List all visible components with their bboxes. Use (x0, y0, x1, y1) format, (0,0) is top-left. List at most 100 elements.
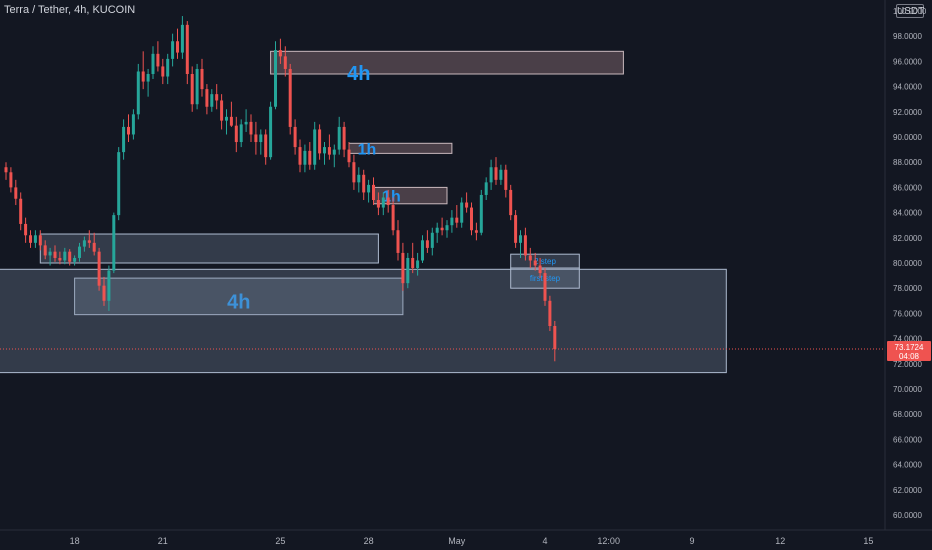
candle[interactable] (176, 28, 179, 59)
candle[interactable] (288, 63, 292, 135)
candle[interactable] (29, 230, 32, 248)
candle[interactable] (274, 41, 277, 110)
candle[interactable] (107, 265, 111, 311)
candle[interactable] (136, 63, 140, 120)
candle[interactable] (509, 184, 513, 221)
annotation-zone[interactable] (39, 233, 379, 264)
candle[interactable] (244, 109, 248, 132)
candle[interactable] (332, 144, 336, 168)
candle[interactable] (171, 33, 175, 67)
candle[interactable] (63, 247, 67, 265)
candle[interactable] (533, 252, 537, 271)
candle[interactable] (78, 242, 81, 262)
candle[interactable] (166, 53, 170, 85)
candle[interactable] (24, 217, 28, 243)
candle[interactable] (298, 139, 302, 173)
candle[interactable] (450, 210, 454, 233)
candle[interactable] (9, 167, 13, 193)
candle[interactable] (97, 247, 101, 291)
candle[interactable] (528, 247, 532, 269)
candle[interactable] (82, 236, 86, 252)
candle[interactable] (342, 121, 346, 158)
candle[interactable] (229, 101, 233, 127)
candle[interactable] (308, 142, 312, 170)
candle[interactable] (430, 227, 434, 256)
candle[interactable] (38, 230, 42, 251)
candle[interactable] (102, 276, 106, 306)
candle[interactable] (43, 240, 47, 260)
candle[interactable] (367, 179, 371, 203)
candle[interactable] (553, 320, 557, 362)
candle[interactable] (205, 84, 209, 115)
candle[interactable] (362, 169, 366, 200)
candle[interactable] (523, 227, 527, 261)
candle[interactable] (543, 268, 547, 306)
candle[interactable] (494, 157, 498, 185)
candle[interactable] (440, 217, 444, 236)
candle[interactable] (484, 177, 488, 200)
candle[interactable] (406, 252, 410, 289)
candle[interactable] (391, 197, 395, 236)
candle[interactable] (474, 222, 478, 241)
candle[interactable] (73, 255, 77, 266)
candle[interactable] (112, 212, 116, 274)
candle[interactable] (117, 147, 121, 221)
candle[interactable] (479, 189, 483, 236)
candle[interactable] (249, 114, 253, 143)
candle[interactable] (514, 210, 518, 248)
candle[interactable] (234, 116, 238, 153)
candle[interactable] (92, 232, 96, 256)
candle[interactable] (538, 257, 542, 279)
candle[interactable] (489, 159, 493, 190)
candle[interactable] (278, 38, 282, 64)
candle[interactable] (58, 251, 62, 265)
candle[interactable] (141, 51, 145, 90)
candle[interactable] (259, 129, 263, 155)
candle[interactable] (185, 21, 189, 85)
candle[interactable] (504, 164, 508, 198)
candle[interactable] (87, 230, 91, 248)
annotation-zone[interactable] (74, 277, 404, 316)
candle[interactable] (146, 68, 150, 97)
annotation-zone[interactable] (270, 50, 624, 75)
candle[interactable] (156, 41, 160, 72)
candle[interactable] (323, 142, 326, 165)
candle[interactable] (161, 58, 165, 85)
candle[interactable] (548, 295, 552, 332)
candle[interactable] (425, 230, 429, 253)
annotation-zone[interactable] (0, 268, 727, 374)
candle[interactable] (53, 245, 57, 262)
candle[interactable] (127, 114, 130, 143)
candle[interactable] (376, 192, 380, 216)
candle[interactable] (48, 247, 52, 266)
candle[interactable] (151, 46, 155, 80)
candle[interactable] (33, 230, 37, 248)
candle[interactable] (220, 94, 224, 130)
candle[interactable] (465, 192, 469, 213)
candle[interactable] (352, 154, 356, 190)
candle[interactable] (416, 252, 420, 276)
candle[interactable] (264, 129, 268, 165)
currency-selector[interactable]: USDT (896, 4, 925, 18)
candle[interactable] (455, 205, 459, 228)
candle[interactable] (347, 142, 351, 168)
candle[interactable] (195, 63, 199, 110)
candle[interactable] (131, 109, 135, 140)
candle[interactable] (122, 119, 126, 160)
candle[interactable] (445, 220, 449, 238)
candle[interactable] (303, 144, 307, 173)
candle[interactable] (225, 109, 228, 135)
candle[interactable] (401, 242, 405, 291)
candle[interactable] (180, 16, 184, 59)
candle[interactable] (68, 249, 72, 266)
candle[interactable] (327, 134, 331, 160)
candle[interactable] (411, 242, 415, 274)
candle[interactable] (519, 230, 522, 258)
candle[interactable] (318, 124, 322, 160)
candle[interactable] (386, 189, 390, 213)
candle[interactable] (215, 84, 219, 110)
candle[interactable] (435, 222, 439, 243)
candle[interactable] (470, 202, 473, 236)
candle[interactable] (269, 101, 273, 160)
